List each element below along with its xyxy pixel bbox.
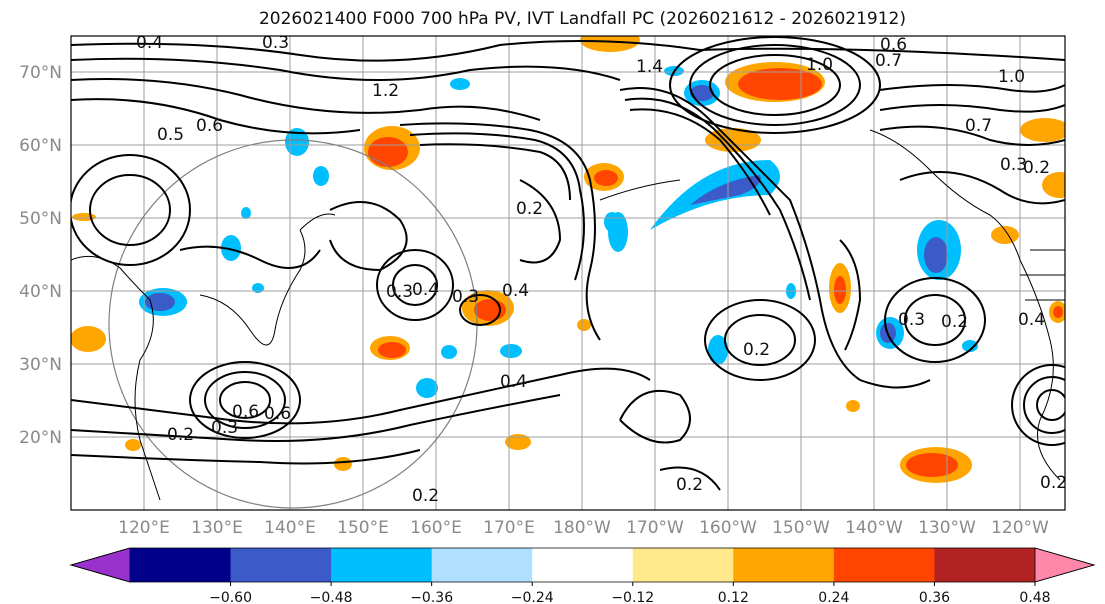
lon-label: 130°E [191,518,243,538]
lon-label: 160°W [699,518,757,538]
contour-label: 0.3 [262,33,289,53]
colorbar-segment [431,548,533,582]
contour-label: 0.4 [1018,310,1045,330]
contour-label: 0.3 [211,418,238,438]
lat-label: 60°N [19,136,62,156]
lat-label: 30°N [19,355,62,375]
contour-label: 0.2 [676,475,703,495]
colorbar-ticks: −0.60 −0.48 −0.36 −0.24 −0.12 0.12 0.24 0.36 0.4… [209,582,1051,604]
contour-label: 0.3 [1000,155,1027,175]
longitude-labels: 120°E 130°E 140°E 150°E 160°E 170°E 180°… [118,518,1049,538]
colorbar-segment [733,548,835,582]
contour-label: 0.2 [1040,473,1067,493]
colorbar-segment [532,548,634,582]
lon-label: 170°E [483,518,535,538]
lat-label: 70°N [19,63,62,83]
colorbar-segment [230,548,332,582]
contour-label: 0.6 [196,116,223,136]
colorbar-segment [632,548,734,582]
contour-label: 0.4 [502,281,529,301]
colorbar-tick-label: −0.12 [611,590,654,604]
contour-label: 0.7 [875,51,902,71]
colorbar-tick-label: −0.48 [310,590,353,604]
lon-label: 180°W [553,518,611,538]
lon-label: 160°E [410,518,462,538]
contour-label: 0.2 [743,340,770,360]
colorbar-segment [934,548,1036,582]
map-frame [70,35,1066,511]
colorbar-tick-label: 0.36 [919,590,950,604]
contour-label: 0.6 [880,35,907,55]
lon-label: 140°W [845,518,903,538]
contour-label: 1.2 [372,81,399,101]
contour-label: 0.6 [264,404,291,424]
map-panel: 0.4 0.3 1.4 1.0 0.6 0.7 1.2 0.5 0.6 1.0 … [71,33,1067,510]
contour-label: 0.3 [452,287,479,307]
lat-label: 40°N [19,282,62,302]
contour-label: 0.4 [500,372,527,392]
colorbar-frame [69,547,1096,583]
colorbar-tick-label: 0.12 [718,590,749,604]
colorbar-tick-label: 0.48 [1019,590,1050,604]
contour-label: 0.3 [898,310,925,330]
latitude-labels: 70°N 60°N 50°N 40°N 30°N 20°N [19,63,62,448]
contour-labels: 0.4 0.3 1.4 1.0 0.6 0.7 1.2 0.5 0.6 1.0 … [136,33,1067,506]
lon-label: 130°W [918,518,976,538]
contour-label: 0.5 [157,125,184,145]
pv-contours [71,36,1065,491]
lat-label: 50°N [19,209,62,229]
colorbar-segment [130,548,232,582]
contour-label: 0.2 [412,486,439,506]
colorbar-extend-low [69,547,131,583]
colorbar: −0.60 −0.48 −0.36 −0.24 −0.12 0.12 0.24 0.36 0.4… [69,547,1096,604]
contour-label: 0.4 [136,33,163,53]
colorbar-tick-label: 0.24 [818,590,849,604]
colorbar-segment [331,548,433,582]
lon-label: 140°E [264,518,316,538]
lon-label: 120°E [118,518,170,538]
colorbar-tick-label: −0.24 [511,590,554,604]
coastlines [71,129,1065,501]
map-title: 2026021400 F000 700 hPa PV, IVT Landfall… [258,9,906,29]
contour-label: 0.4 [412,280,439,300]
lon-label: 150°E [337,518,389,538]
colorbar-tick-label: −0.60 [209,590,252,604]
contour-label: 0.7 [965,116,992,136]
contour-label: 1.4 [636,57,663,77]
contour-label: 0.2 [516,199,543,219]
contour-label: 1.0 [998,67,1025,87]
colorbar-segments [69,547,1096,583]
lat-label: 20°N [19,428,62,448]
colorbar-segment [833,548,935,582]
lon-label: 170°W [626,518,684,538]
contour-label: 0.2 [941,312,968,332]
contour-label: 0.2 [167,425,194,445]
lon-label: 150°W [772,518,830,538]
contour-label: 0.6 [232,402,259,422]
contour-label: 0.3 [386,282,413,302]
contour-label: 0.2 [1023,158,1050,178]
contour-label: 1.0 [806,55,833,75]
colorbar-extend-high [1034,547,1096,583]
lon-label: 120°W [991,518,1049,538]
colorbar-tick-label: −0.36 [410,590,453,604]
